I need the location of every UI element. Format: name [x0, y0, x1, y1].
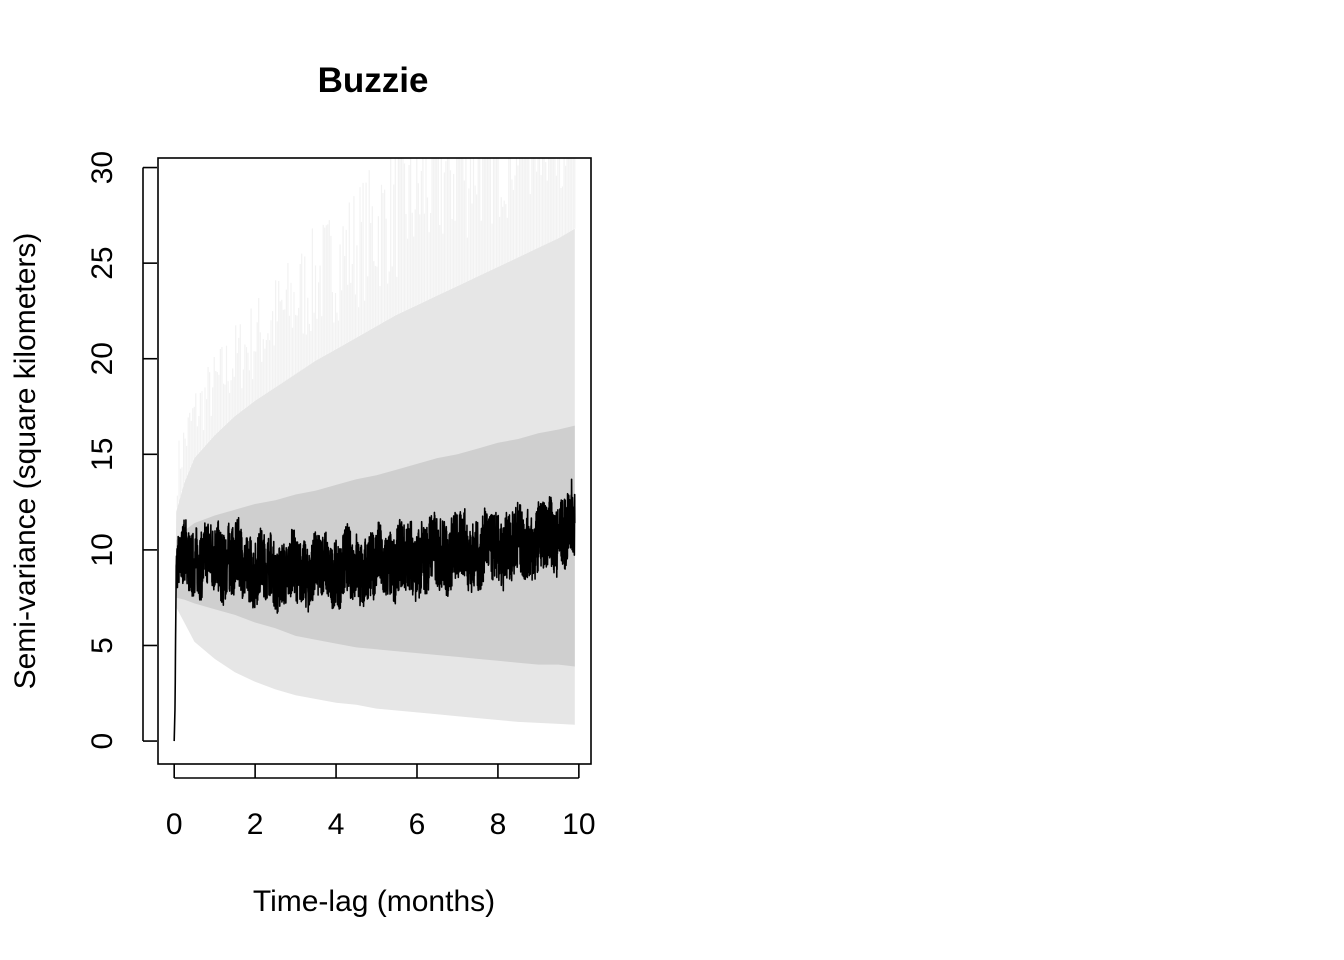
plot-area: [173, 158, 576, 742]
x-tick-label: 4: [328, 808, 345, 841]
semi-variance-series: [173, 478, 576, 742]
chart-title: Buzzie: [318, 61, 429, 100]
band-extreme-streaks: [176, 158, 576, 508]
x-axis-label: Time-lag (months): [253, 885, 495, 918]
y-tick-label: 10: [86, 533, 119, 566]
y-tick-label: 15: [86, 438, 119, 471]
y-axis-label: Semi-variance (square kilometers): [9, 233, 42, 690]
semi-variance-line: [173, 478, 576, 742]
plot-frame: [157, 157, 592, 765]
x-tick-label: 2: [247, 808, 264, 841]
y-tick-label: 20: [86, 342, 119, 375]
x-tick-label: 0: [166, 808, 183, 841]
x-axis: 0 2 4 6 8 10: [166, 764, 596, 841]
x-tick-label: 10: [562, 808, 595, 841]
x-tick-label: 8: [490, 808, 507, 841]
confidence-bands: [174, 158, 576, 742]
y-tick-label: 30: [86, 151, 119, 184]
y-tick-label: 5: [86, 637, 119, 654]
y-tick-label: 25: [86, 246, 119, 279]
y-axis: 0 5 10 15 20 25 30: [86, 151, 157, 750]
x-tick-label: 6: [409, 808, 426, 841]
y-tick-label: 0: [86, 733, 119, 750]
